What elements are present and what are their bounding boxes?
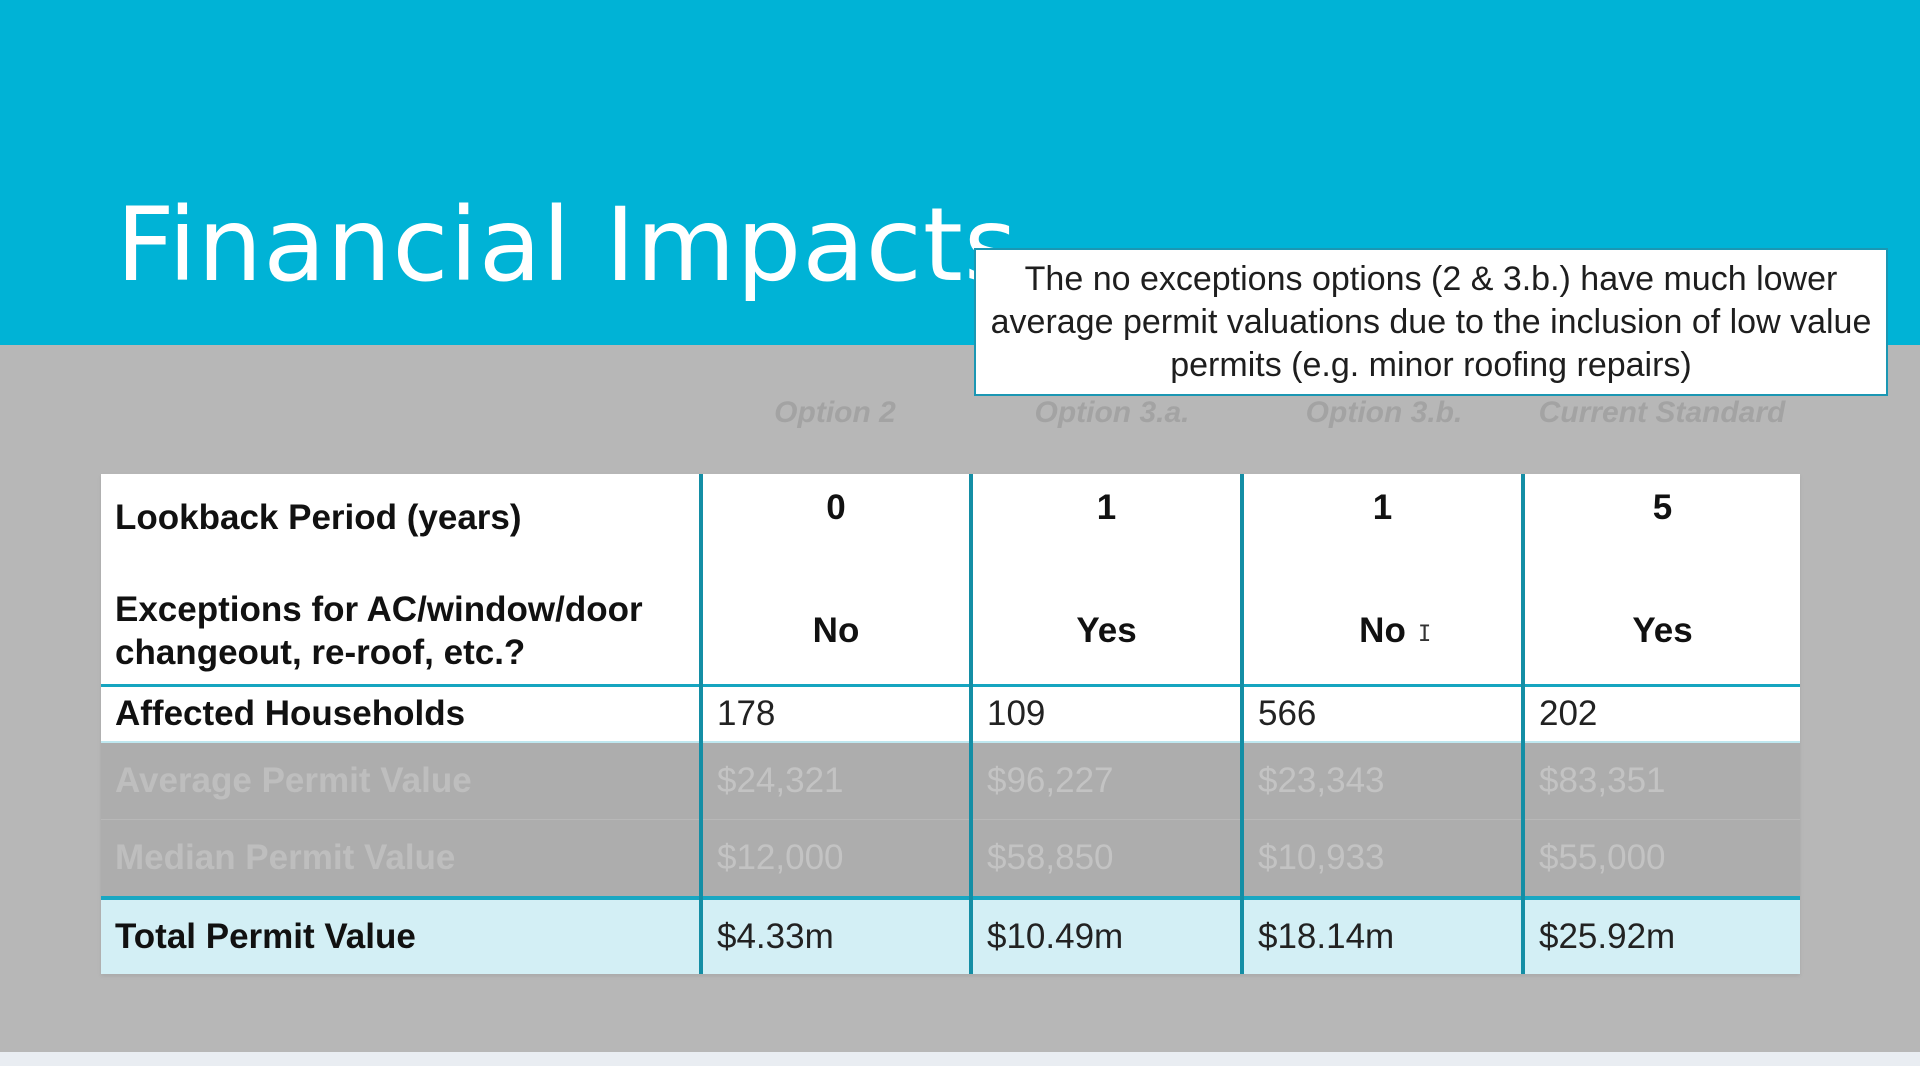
cell-affected-current: 202 <box>1521 684 1800 743</box>
option-header-option-3b: Option 3.b. <box>1305 396 1463 429</box>
table-row-average: Average Permit Value $24,321 $96,227 $23… <box>101 742 1800 820</box>
row-label-lookback: Lookback Period (years) <box>101 474 701 578</box>
cell-lookback-option-3b: 1 <box>1240 474 1523 578</box>
row-label-median: Median Permit Value <box>101 819 701 898</box>
cell-affected-option-2: 178 <box>699 684 971 743</box>
table-row-exceptions: Exceptions for AC/window/door changeout,… <box>101 578 1800 686</box>
cell-total-option-3b: $18.14m <box>1240 896 1523 974</box>
cell-lookback-current: 5 <box>1521 474 1800 578</box>
cell-total-option-3a: $10.49m <box>969 896 1242 974</box>
taskbar-strip <box>0 1052 1920 1066</box>
option-header-current-standard: Current Standard <box>1538 396 1786 429</box>
cell-affected-option-3b: 566 <box>1240 684 1523 743</box>
text-cursor-icon: I <box>1418 622 1432 647</box>
option-header-option-2: Option 2 <box>774 396 896 429</box>
cell-affected-option-3a: 109 <box>969 684 1242 743</box>
cell-median-option-3b: $10,933 <box>1240 819 1523 898</box>
financial-impacts-table: Lookback Period (years) 0 1 1 5 Exceptio… <box>101 474 1800 974</box>
cell-average-current: $83,351 <box>1521 742 1800 820</box>
table-row-total: Total Permit Value $4.33m $10.49m $18.14… <box>101 896 1800 974</box>
cell-median-option-2: $12,000 <box>699 819 971 898</box>
table-row-lookback: Lookback Period (years) 0 1 1 5 <box>101 474 1800 578</box>
cell-exceptions-option-3b: No <box>1240 578 1523 686</box>
cell-lookback-option-3a: 1 <box>969 474 1242 578</box>
cell-average-option-3a: $96,227 <box>969 742 1242 820</box>
callout-box: The no exceptions options (2 & 3.b.) hav… <box>974 248 1888 396</box>
option-header-option-3a: Option 3.a. <box>1034 396 1190 429</box>
row-label-affected: Affected Households <box>101 684 701 743</box>
cell-total-current: $25.92m <box>1521 896 1800 974</box>
cell-average-option-2: $24,321 <box>699 742 971 820</box>
table-row-affected: Affected Households 178 109 566 202 <box>101 684 1800 743</box>
row-label-exceptions: Exceptions for AC/window/door changeout,… <box>101 578 701 686</box>
cell-exceptions-current: Yes <box>1521 578 1800 686</box>
slide-title: Financial Impacts <box>116 186 1018 305</box>
row-label-total: Total Permit Value <box>101 896 701 974</box>
cell-exceptions-option-2: No <box>699 578 971 686</box>
table-row-median: Median Permit Value $12,000 $58,850 $10,… <box>101 819 1800 898</box>
cell-average-option-3b: $23,343 <box>1240 742 1523 820</box>
cell-median-option-3a: $58,850 <box>969 819 1242 898</box>
cell-total-option-2: $4.33m <box>699 896 971 974</box>
callout-text: The no exceptions options (2 & 3.b.) hav… <box>990 259 1872 384</box>
cell-median-current: $55,000 <box>1521 819 1800 898</box>
row-label-average: Average Permit Value <box>101 742 701 820</box>
title-banner: Financial Impacts <box>0 0 1920 345</box>
cell-exceptions-option-3a: Yes <box>969 578 1242 686</box>
cell-lookback-option-2: 0 <box>699 474 971 578</box>
